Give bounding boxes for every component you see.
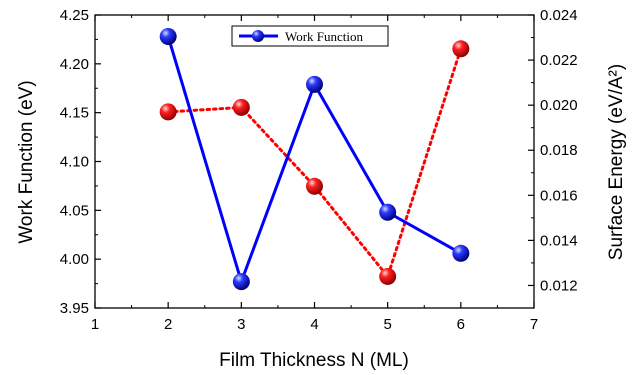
data-point-work-function bbox=[379, 203, 397, 221]
data-point-surface-energy bbox=[379, 267, 397, 285]
y-left-tick-label: 4.10 bbox=[60, 154, 89, 171]
data-point-surface-energy bbox=[452, 40, 470, 58]
data-point-surface-energy bbox=[159, 103, 177, 121]
y-left-tick-label: 4.00 bbox=[60, 251, 89, 268]
y-right-tick-label: 0.024 bbox=[540, 7, 578, 24]
y-right-tick-label: 0.016 bbox=[540, 187, 578, 204]
y-axis-right-title: Surface Energy (eV/A²) bbox=[606, 64, 627, 260]
y-left-tick-label: 4.25 bbox=[60, 7, 89, 24]
legend: Work Function bbox=[231, 25, 389, 47]
data-point-work-function bbox=[232, 273, 250, 291]
x-tick-label: 7 bbox=[530, 316, 538, 333]
series-layer bbox=[159, 27, 470, 291]
legend-marker-work-function bbox=[252, 30, 264, 42]
data-point-work-function bbox=[452, 244, 470, 262]
data-point-surface-energy bbox=[306, 177, 323, 195]
y-left-tick-label: 4.15 bbox=[60, 105, 89, 122]
data-point-surface-energy bbox=[232, 98, 250, 116]
x-tick-label: 3 bbox=[237, 316, 245, 333]
y-right-tick-label: 0.014 bbox=[540, 232, 578, 249]
x-tick-label: 5 bbox=[383, 316, 391, 333]
y-right-tick-label: 0.022 bbox=[540, 52, 578, 69]
x-tick-label: 6 bbox=[457, 316, 465, 333]
data-point-work-function bbox=[159, 27, 177, 45]
data-point-work-function bbox=[306, 75, 323, 93]
series-line-work-function bbox=[166, 36, 462, 287]
y-left-tick-label: 3.95 bbox=[60, 300, 89, 317]
y-left-tick-label: 4.05 bbox=[60, 202, 89, 219]
y-left-tick-label: 4.20 bbox=[60, 56, 89, 73]
x-tick-label: 1 bbox=[91, 316, 99, 333]
y-right-tick-label: 0.012 bbox=[540, 277, 578, 294]
y-axis-left-title: Work Function (eV) bbox=[16, 80, 37, 243]
legend-box bbox=[231, 25, 389, 47]
x-axis-title: Film Thickness N (ML) bbox=[219, 350, 409, 371]
x-tick-label: 2 bbox=[164, 316, 172, 333]
plot-frame bbox=[94, 14, 535, 309]
axes-layer: 1 2 3 4 5 6 7 3.95 4.00 4.05 4.10 4.15 4.20 4.25 0.012… bbox=[60, 7, 578, 333]
x-tick-label: 4 bbox=[310, 316, 318, 333]
legend-label-work-function: Work Function bbox=[285, 29, 364, 44]
y-right-tick-label: 0.018 bbox=[540, 142, 578, 159]
y-right-tick-label: 0.020 bbox=[540, 97, 578, 114]
